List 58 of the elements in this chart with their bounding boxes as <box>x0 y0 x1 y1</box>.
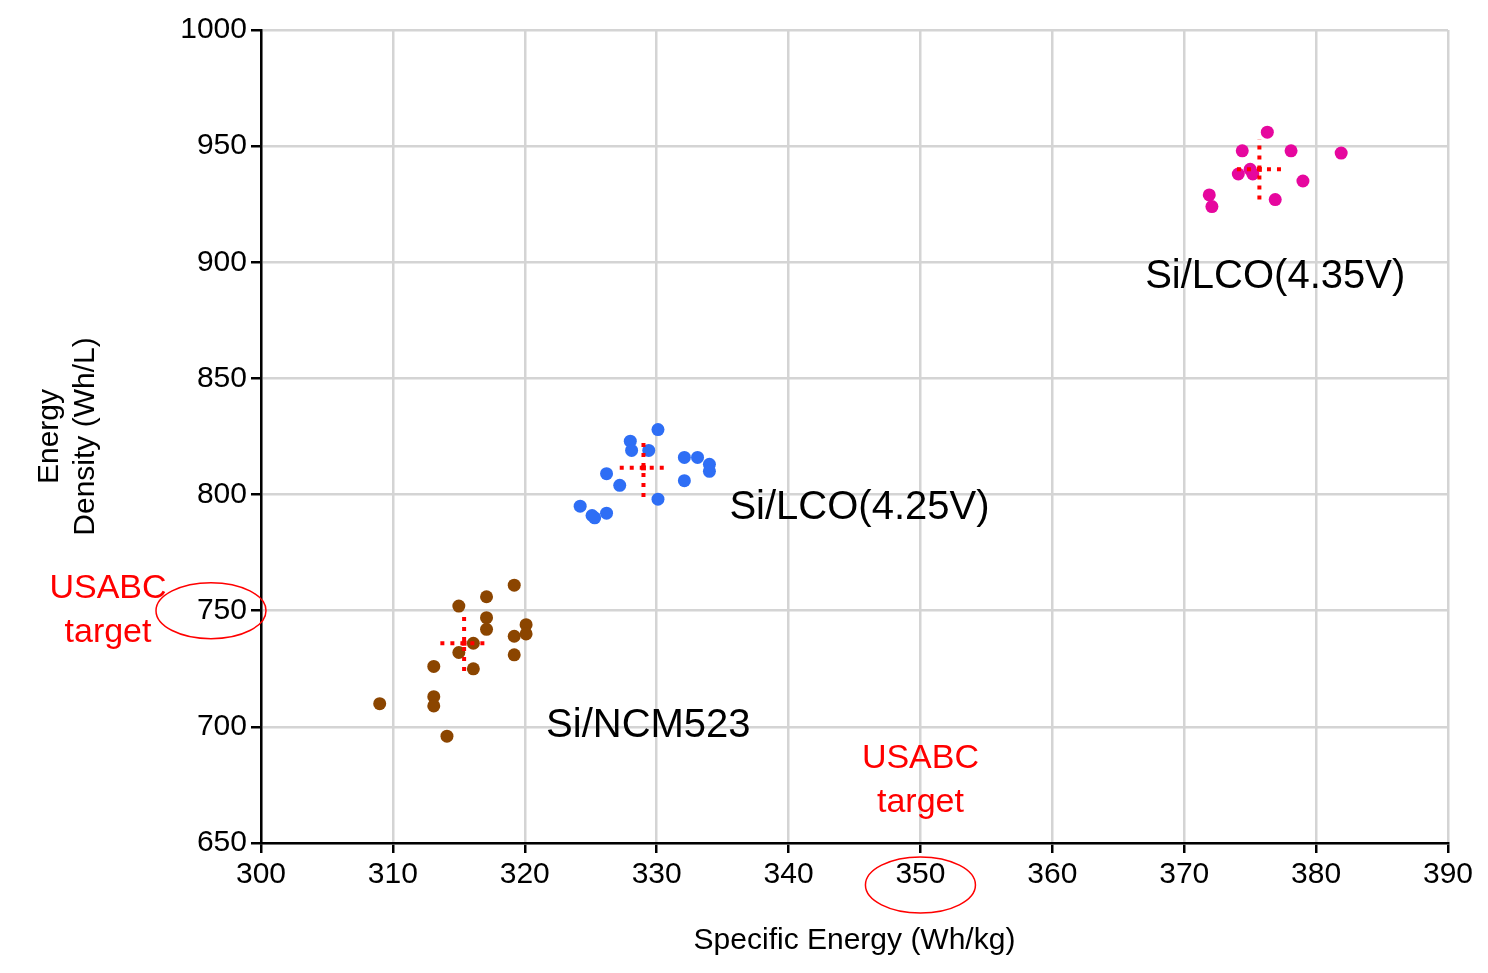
x-tick-label: 300 <box>235 856 287 890</box>
point <box>427 699 441 713</box>
series-label: Si/LCO(4.35V) <box>1145 251 1406 296</box>
point <box>677 474 691 488</box>
y-tick-label: 1000 <box>180 11 247 45</box>
point <box>1334 146 1348 160</box>
point <box>452 646 466 660</box>
point <box>1202 188 1216 202</box>
point <box>452 599 466 613</box>
x-tick-label: 350 <box>895 856 946 890</box>
x-tick-label: 360 <box>1027 856 1078 890</box>
x-tick-label: 340 <box>763 856 814 890</box>
x-tick-label: 320 <box>499 856 550 890</box>
annotation: USABC target <box>861 737 980 820</box>
point <box>440 729 454 743</box>
point <box>1205 200 1219 214</box>
point <box>651 423 665 437</box>
x-tick-label: 380 <box>1291 856 1342 890</box>
point <box>1260 125 1274 139</box>
x-tick-label: 370 <box>1159 856 1210 890</box>
series-label: Si/LCO(4.25V) <box>729 482 990 527</box>
point <box>613 478 627 492</box>
point <box>507 629 521 643</box>
point <box>507 648 521 662</box>
point <box>600 467 614 481</box>
series-label: Si/NCM523 <box>546 701 751 746</box>
point <box>466 662 480 676</box>
point <box>480 622 494 636</box>
y-tick-label: 750 <box>196 591 247 625</box>
x-axis-title: Specific Energy (Wh/kg) <box>693 922 1016 956</box>
point <box>691 450 705 464</box>
x-tick-label: 390 <box>1422 856 1474 890</box>
text: USABC target <box>49 567 167 650</box>
point <box>1284 144 1298 158</box>
point <box>642 443 656 457</box>
y-tick-label: 650 <box>196 824 247 858</box>
y-tick-label: 800 <box>196 475 247 509</box>
y-tick-label: 950 <box>196 127 247 161</box>
point <box>519 627 533 641</box>
point <box>373 697 387 711</box>
point <box>427 659 441 673</box>
point <box>573 499 587 513</box>
point <box>1296 174 1310 188</box>
point <box>507 578 521 592</box>
point <box>1235 144 1249 158</box>
point <box>1268 193 1282 207</box>
x-tick-label: 310 <box>367 856 418 890</box>
point <box>651 492 665 506</box>
y-tick-label: 850 <box>196 359 247 393</box>
y-axis-title: Energy Density (Wh/L) <box>31 337 101 536</box>
point <box>480 611 494 625</box>
x-tick-label: 330 <box>631 856 682 890</box>
y-tick-label: 900 <box>196 243 247 277</box>
point <box>480 590 494 604</box>
point <box>600 506 614 520</box>
point <box>625 443 639 457</box>
y-tick-label: 700 <box>196 708 247 742</box>
point <box>677 450 691 464</box>
